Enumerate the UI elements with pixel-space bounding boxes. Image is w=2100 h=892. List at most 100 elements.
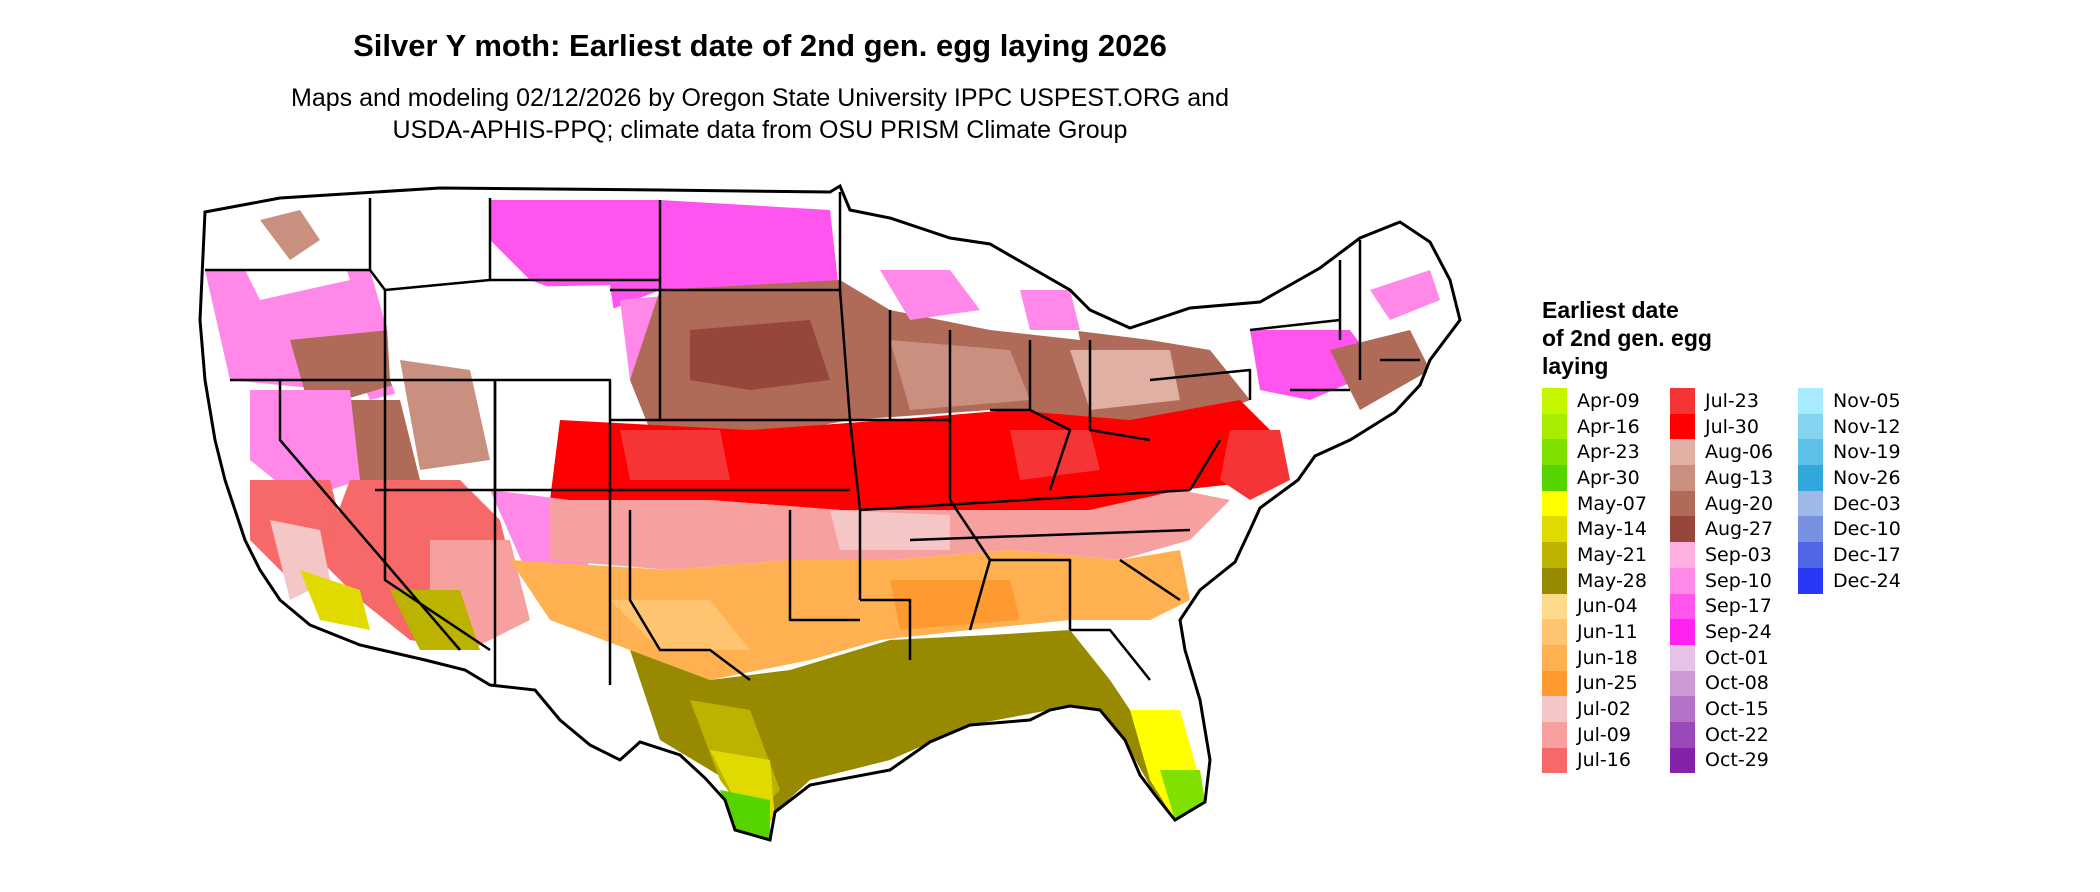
- legend-label: Apr-16: [1577, 415, 1640, 438]
- legend-label: Jul-30: [1705, 415, 1759, 438]
- legend-label: Nov-12: [1833, 415, 1901, 438]
- legend-item: Nov-05: [1798, 388, 1901, 414]
- legend-label: Jul-23: [1705, 389, 1759, 412]
- legend-item: May-21: [1542, 542, 1647, 568]
- legend-label: Nov-19: [1833, 441, 1901, 464]
- legend-title-line: laying: [1542, 353, 1609, 379]
- legend-swatch: [1670, 413, 1695, 440]
- legend-label: Jun-04: [1577, 595, 1638, 618]
- legend-item: May-14: [1542, 516, 1647, 543]
- legend-item: Dec-17: [1798, 542, 1901, 568]
- legend-label: Aug-27: [1705, 518, 1774, 541]
- legend-swatch: [1798, 567, 1823, 594]
- legend-label: Sep-24: [1705, 621, 1772, 644]
- legend-label: Nov-26: [1833, 466, 1901, 489]
- legend-label: Jul-09: [1577, 723, 1631, 746]
- legend-label: Nov-05: [1833, 389, 1901, 412]
- legend-swatch: [1670, 593, 1695, 620]
- us-degree-day-map: [198, 184, 1462, 842]
- legend-item: Apr-16: [1542, 413, 1647, 440]
- legend-swatch: [1542, 670, 1567, 697]
- legend-item: Jul-16: [1542, 747, 1647, 774]
- map-subtitle-line-1: Maps and modeling 02/12/2026 by Oregon S…: [291, 84, 1229, 112]
- legend-swatch: [1670, 465, 1695, 491]
- legend-swatch: [1542, 490, 1567, 517]
- legend-item: Jun-18: [1542, 644, 1647, 671]
- legend-item: Apr-30: [1542, 465, 1647, 491]
- legend-swatch: [1798, 542, 1823, 568]
- legend-label: Oct-29: [1705, 749, 1769, 772]
- legend-label: Jul-02: [1577, 698, 1631, 721]
- legend-item: Oct-29: [1670, 747, 1773, 774]
- legend-swatch: [1670, 747, 1695, 774]
- legend-label: Sep-17: [1705, 595, 1772, 618]
- legend-label: May-07: [1577, 492, 1647, 515]
- legend-swatch: [1798, 388, 1823, 414]
- legend-swatch: [1670, 439, 1695, 466]
- legend-swatch: [1670, 567, 1695, 594]
- legend-column-1: Apr-09 Apr-16 Apr-23 Apr-30 May-07 May-14 May-…: [1542, 388, 1647, 774]
- legend-label: Apr-09: [1577, 389, 1640, 412]
- state-boundaries: [205, 192, 1420, 685]
- legend-item: Oct-22: [1670, 721, 1773, 748]
- legend-swatch: [1542, 465, 1567, 491]
- legend-item: Dec-03: [1798, 490, 1901, 517]
- legend-swatch: [1798, 465, 1823, 491]
- legend-item: Jul-23: [1670, 388, 1773, 414]
- legend-swatch: [1670, 619, 1695, 645]
- legend-item: Sep-03: [1670, 542, 1773, 568]
- legend-item: Jul-02: [1542, 696, 1647, 722]
- legend-swatch: [1670, 542, 1695, 568]
- legend-item: Sep-24: [1670, 619, 1773, 645]
- legend-label: Jun-18: [1577, 646, 1638, 669]
- legend-swatch: [1542, 388, 1567, 414]
- legend-label: Jun-11: [1577, 621, 1638, 644]
- legend-item: May-07: [1542, 490, 1647, 517]
- legend-swatch: [1542, 567, 1567, 594]
- legend-item: Jun-04: [1542, 593, 1647, 620]
- legend-swatch: [1670, 721, 1695, 748]
- legend-label: Jul-16: [1577, 749, 1631, 772]
- legend-swatch: [1670, 670, 1695, 697]
- legend-label: Aug-20: [1705, 492, 1774, 515]
- map-color-fill: [200, 186, 1460, 840]
- legend-swatch: [1542, 619, 1567, 645]
- legend-title: Earliest date of 2nd gen. egg laying: [1542, 296, 1712, 380]
- map-title: Silver Y moth: Earliest date of 2nd gen.…: [353, 28, 1167, 63]
- legend-swatch: [1542, 542, 1567, 568]
- legend-label: Oct-15: [1705, 698, 1769, 721]
- legend-item: Oct-08: [1670, 670, 1773, 697]
- legend-swatch: [1542, 747, 1567, 774]
- legend-swatch: [1798, 413, 1823, 440]
- legend-label: Oct-22: [1705, 723, 1769, 746]
- legend-item: Dec-10: [1798, 516, 1901, 543]
- legend-label: Apr-23: [1577, 441, 1640, 464]
- legend-item: Aug-13: [1670, 465, 1773, 491]
- legend-label: Sep-10: [1705, 569, 1772, 592]
- legend-item: May-28: [1542, 567, 1647, 594]
- legend-item: Nov-19: [1798, 439, 1901, 466]
- legend-item: Nov-12: [1798, 413, 1901, 440]
- legend-swatch: [1798, 439, 1823, 466]
- legend-label: Sep-03: [1705, 543, 1772, 566]
- legend-item: Apr-23: [1542, 439, 1647, 466]
- legend-item: Aug-06: [1670, 439, 1773, 466]
- legend-swatch: [1670, 490, 1695, 517]
- legend-item: Jun-25: [1542, 670, 1647, 697]
- legend-item: Oct-01: [1670, 644, 1773, 671]
- legend-label: May-14: [1577, 518, 1647, 541]
- map-subtitle-line-2: USDA-APHIS-PPQ; climate data from OSU PR…: [392, 116, 1128, 144]
- legend-label: Dec-10: [1833, 518, 1901, 541]
- legend-swatch: [1542, 516, 1567, 543]
- legend-label: May-21: [1577, 543, 1647, 566]
- legend-swatch: [1670, 696, 1695, 722]
- legend-swatch: [1542, 721, 1567, 748]
- legend-swatch: [1670, 388, 1695, 414]
- legend-item: Jul-30: [1670, 413, 1773, 440]
- legend-title-line: of 2nd gen. egg: [1542, 325, 1712, 351]
- legend-item: Sep-17: [1670, 593, 1773, 620]
- legend-label: May-28: [1577, 569, 1647, 592]
- legend-swatch: [1542, 439, 1567, 466]
- legend-label: Dec-17: [1833, 543, 1901, 566]
- legend-label: Dec-03: [1833, 492, 1901, 515]
